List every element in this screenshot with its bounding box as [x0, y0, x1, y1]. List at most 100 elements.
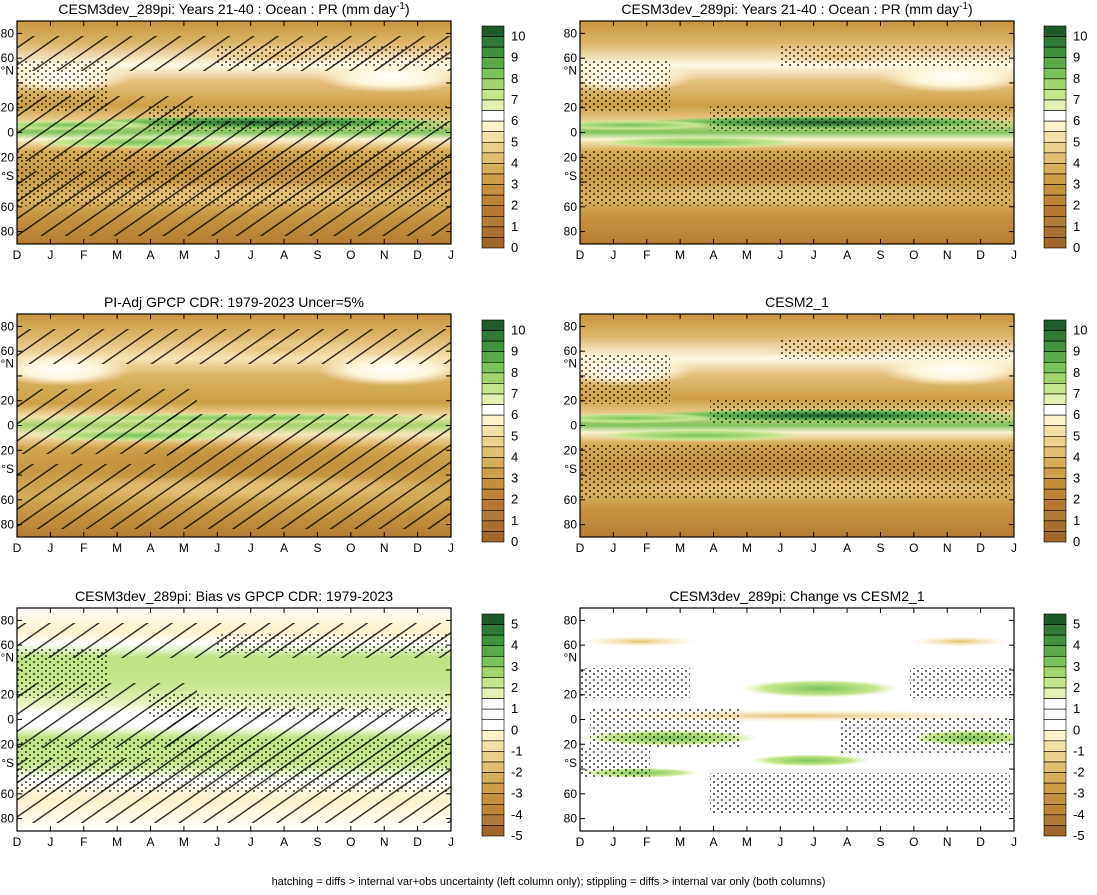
colorbar-label: 1 — [1073, 513, 1080, 528]
lat-tick-label: 0 — [570, 419, 577, 433]
colorbar-label: 5 — [511, 428, 518, 443]
spcz-band — [590, 429, 810, 442]
stippling-region — [780, 46, 1010, 66]
month-tick-label: J — [448, 248, 454, 262]
month-tick-label: F — [80, 835, 87, 849]
month-tick-label: J — [214, 541, 220, 555]
lat-tick-label: °N — [1, 64, 14, 78]
change-negative-subpolar — [580, 636, 700, 647]
colorbar-label: 5 — [1073, 617, 1080, 632]
stippling-region — [580, 748, 650, 778]
lat-tick-label: 0 — [7, 713, 14, 727]
colorbar-swatch — [481, 509, 505, 522]
colorbar-label: 0 — [511, 722, 518, 737]
month-tick-label: M — [179, 835, 189, 849]
colorbar: 5 4 3 2 1 0 -1 -2 -3 -4 -5 — [481, 613, 523, 843]
colorbar-swatch — [1043, 237, 1067, 249]
month-tick-label: F — [643, 835, 650, 849]
colorbar-label: -2 — [1073, 765, 1085, 780]
month-tick-label: M — [179, 248, 189, 262]
colorbar-swatch — [481, 393, 505, 405]
colorbar-swatch — [1043, 634, 1067, 647]
colorbar-swatch — [1043, 803, 1067, 816]
lat-tick-label: 20 — [1, 737, 15, 751]
colorbar-label: -5 — [511, 828, 523, 843]
colorbar-label: 6 — [1073, 407, 1080, 422]
lat-tick-label: 60 — [1, 344, 15, 358]
colorbar-swatch — [1043, 719, 1067, 731]
colorbar-label: 1 — [511, 513, 518, 528]
colorbar-swatch — [1043, 446, 1067, 458]
significance-overlay — [580, 46, 1010, 206]
colorbar-swatch — [481, 383, 505, 395]
lat-tick-label: 20 — [564, 688, 578, 702]
colorbar-swatch — [1043, 89, 1067, 101]
colorbar-swatch — [481, 425, 505, 437]
colorbar-swatch — [481, 152, 505, 164]
panel-title: CESM2_1 — [765, 294, 829, 310]
month-tick-label: N — [380, 541, 389, 555]
panel-p6: CESM3dev_289pi: Change vs CESM2_18060°N2… — [564, 588, 1085, 849]
month-tick-label: D — [13, 248, 22, 262]
lat-tick-label: 80 — [1, 518, 15, 532]
colorbar-label: 9 — [511, 344, 518, 359]
month-tick-label: J — [248, 541, 254, 555]
month-tick-label: A — [843, 835, 851, 849]
colorbar-swatch — [1043, 404, 1067, 416]
panel-title: CESM3dev_289pi: Change vs CESM2_1 — [669, 588, 924, 604]
colorbar-label: 10 — [1073, 323, 1087, 338]
lat-tick-label: 60 — [564, 200, 578, 214]
month-tick-label: D — [413, 835, 422, 849]
colorbar-label: 4 — [511, 449, 518, 464]
month-tick-label: J — [47, 835, 53, 849]
colorbar-label: 9 — [1073, 344, 1080, 359]
panel-p5: CESM3dev_289pi: Bias vs GPCP CDR: 1979-2… — [1, 588, 523, 849]
itcz-early-year — [580, 413, 720, 424]
month-tick-label: D — [976, 248, 985, 262]
colorbar-label: 3 — [511, 471, 518, 486]
lat-tick-label: °S — [564, 169, 577, 183]
stippling-region — [710, 773, 1010, 813]
lat-tick-label: 20 — [564, 394, 578, 408]
colorbar-swatch — [1043, 340, 1067, 353]
month-tick-label: M — [112, 835, 122, 849]
colorbar-swatch — [481, 36, 505, 48]
month-tick-label: N — [380, 248, 389, 262]
stippling-region — [910, 668, 1014, 698]
lat-tick-label: 20 — [1, 101, 15, 115]
colorbar-swatch — [1043, 729, 1067, 742]
month-tick-label: A — [710, 835, 718, 849]
colorbar-swatch — [481, 57, 505, 69]
panel-title-text: PI-Adj GPCP CDR: 1979-2023 Uncer=5% — [104, 294, 364, 310]
lat-tick-label: °N — [564, 64, 577, 78]
colorbar-swatch — [1043, 194, 1067, 207]
colorbar-swatch — [1043, 708, 1067, 721]
lat-tick-label: 60 — [564, 493, 578, 507]
stippling-region — [217, 633, 447, 653]
change-positive-sh-midlat — [750, 754, 870, 767]
colorbar-swatch — [481, 237, 505, 249]
month-tick-label: O — [909, 835, 918, 849]
lat-tick-label: 80 — [1, 319, 15, 333]
month-tick-label: J — [448, 541, 454, 555]
colorbar-label: 8 — [511, 71, 518, 86]
colorbar-label: -3 — [1073, 786, 1085, 801]
month-tick-label: M — [179, 541, 189, 555]
hatching-region — [167, 414, 451, 464]
month-tick-label: J — [248, 248, 254, 262]
colorbar-swatch — [481, 78, 505, 90]
lat-tick-label: °N — [564, 651, 577, 665]
stippling-region — [780, 339, 1010, 359]
colorbar-swatch — [1043, 152, 1067, 164]
colorbar-swatch — [1043, 330, 1067, 342]
month-tick-label: F — [643, 248, 650, 262]
colorbar-swatch — [481, 520, 505, 532]
colorbar-swatch — [481, 624, 505, 636]
colorbar-label: 5 — [1073, 428, 1080, 443]
month-tick-label: S — [876, 541, 884, 555]
colorbar-swatch — [1043, 205, 1067, 217]
colorbar-swatch — [1043, 613, 1067, 625]
colorbar-swatch — [1043, 173, 1067, 185]
